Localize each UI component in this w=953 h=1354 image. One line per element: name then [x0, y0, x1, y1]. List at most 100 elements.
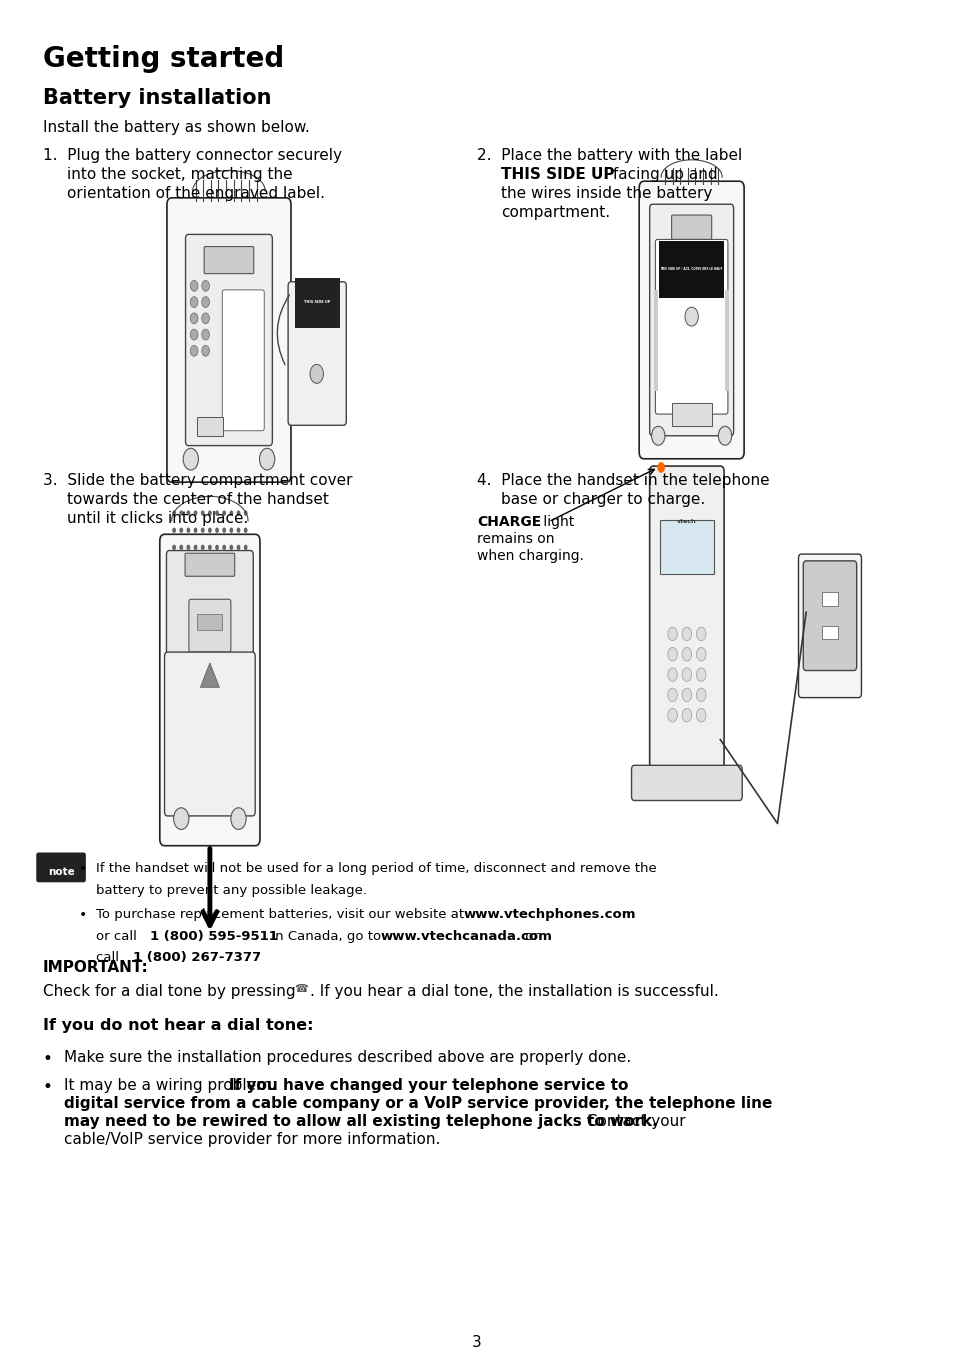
Circle shape: [222, 544, 226, 550]
Circle shape: [696, 627, 705, 640]
Circle shape: [179, 544, 183, 550]
Text: orientation of the engraved label.: orientation of the engraved label.: [67, 185, 324, 200]
Circle shape: [190, 329, 197, 340]
Circle shape: [681, 647, 691, 661]
FancyBboxPatch shape: [798, 554, 861, 697]
Text: www.vtechphones.com: www.vtechphones.com: [463, 909, 636, 921]
Circle shape: [193, 544, 197, 550]
Circle shape: [310, 364, 323, 383]
Circle shape: [208, 562, 212, 567]
Text: cable/VoIP service provider for more information.: cable/VoIP service provider for more inf…: [64, 1132, 440, 1147]
Circle shape: [193, 528, 197, 533]
Circle shape: [201, 297, 210, 307]
Circle shape: [200, 544, 204, 550]
FancyBboxPatch shape: [204, 246, 253, 274]
Text: digital service from a cable company or a VoIP service provider, the telephone l: digital service from a cable company or …: [64, 1095, 772, 1112]
Text: www.vtechcanada.com: www.vtechcanada.com: [380, 930, 552, 942]
Text: base or charger to charge.: base or charger to charge.: [500, 492, 704, 506]
Text: call: call: [96, 952, 124, 964]
FancyBboxPatch shape: [294, 278, 339, 328]
FancyBboxPatch shape: [222, 290, 264, 431]
Circle shape: [681, 688, 691, 701]
Circle shape: [696, 708, 705, 722]
Circle shape: [236, 528, 240, 533]
FancyBboxPatch shape: [639, 181, 743, 459]
Circle shape: [684, 307, 698, 326]
Bar: [821, 592, 837, 605]
Circle shape: [187, 562, 190, 567]
Circle shape: [215, 544, 218, 550]
Text: THIS SIDE UP: THIS SIDE UP: [500, 167, 614, 181]
FancyBboxPatch shape: [185, 554, 234, 577]
Circle shape: [201, 329, 210, 340]
Circle shape: [215, 562, 218, 567]
Text: Check for a dial tone by pressing: Check for a dial tone by pressing: [43, 984, 295, 999]
Text: Contact your: Contact your: [581, 1114, 685, 1129]
FancyBboxPatch shape: [159, 535, 259, 846]
Circle shape: [201, 280, 210, 291]
Circle shape: [229, 544, 233, 550]
FancyBboxPatch shape: [671, 403, 711, 427]
Text: facing up and: facing up and: [607, 167, 717, 181]
Text: •: •: [79, 862, 88, 876]
FancyBboxPatch shape: [671, 215, 711, 240]
Circle shape: [229, 528, 233, 533]
Circle shape: [229, 510, 233, 516]
Text: vtech: vtech: [677, 519, 696, 524]
Circle shape: [179, 528, 183, 533]
Text: CHARGE: CHARGE: [476, 515, 540, 529]
Circle shape: [244, 510, 248, 516]
Text: the wires inside the battery: the wires inside the battery: [500, 185, 712, 200]
FancyBboxPatch shape: [189, 600, 231, 653]
Circle shape: [208, 510, 212, 516]
Circle shape: [696, 668, 705, 681]
Circle shape: [200, 528, 204, 533]
FancyBboxPatch shape: [631, 765, 741, 800]
Circle shape: [259, 448, 274, 470]
FancyBboxPatch shape: [654, 290, 658, 391]
Text: It may be a wiring problem.: It may be a wiring problem.: [64, 1078, 280, 1093]
Text: Battery installation: Battery installation: [43, 88, 272, 108]
FancyBboxPatch shape: [166, 551, 253, 668]
Text: If you do not hear a dial tone:: If you do not hear a dial tone:: [43, 1018, 314, 1033]
Text: 1 (800) 595-9511: 1 (800) 595-9511: [150, 930, 277, 942]
Circle shape: [190, 345, 197, 356]
Circle shape: [179, 510, 183, 516]
Circle shape: [222, 510, 226, 516]
Text: until it clicks into place.: until it clicks into place.: [67, 510, 248, 525]
Circle shape: [222, 562, 226, 567]
Circle shape: [681, 668, 691, 681]
Text: •: •: [43, 1078, 52, 1095]
Text: may need to be rewired to allow all existing telephone jacks to work.: may need to be rewired to allow all exis…: [64, 1114, 657, 1129]
Polygon shape: [200, 663, 219, 688]
FancyBboxPatch shape: [196, 417, 222, 436]
Circle shape: [215, 510, 218, 516]
FancyBboxPatch shape: [185, 234, 273, 445]
Circle shape: [190, 280, 197, 291]
Circle shape: [667, 688, 677, 701]
FancyBboxPatch shape: [659, 520, 713, 574]
Circle shape: [667, 627, 677, 640]
Circle shape: [201, 313, 210, 324]
Circle shape: [667, 647, 677, 661]
Text: 3.  Slide the battery compartment cover: 3. Slide the battery compartment cover: [43, 473, 352, 487]
Text: •: •: [43, 1049, 52, 1068]
Circle shape: [244, 528, 248, 533]
Text: If the handset will not be used for a long period of time, disconnect and remove: If the handset will not be used for a lo…: [96, 862, 657, 875]
Circle shape: [236, 544, 240, 550]
FancyBboxPatch shape: [649, 204, 733, 436]
Text: . In Canada, go to: . In Canada, go to: [263, 930, 385, 942]
Circle shape: [187, 528, 190, 533]
Text: when charging.: when charging.: [476, 548, 583, 563]
Bar: [821, 626, 837, 639]
Text: THIS SIDE UP / ACE, COTEV ERS LE HAUT: THIS SIDE UP / ACE, COTEV ERS LE HAUT: [659, 267, 722, 271]
Text: 4.  Place the handset in the telephone: 4. Place the handset in the telephone: [476, 473, 769, 487]
FancyBboxPatch shape: [164, 653, 254, 816]
Circle shape: [236, 510, 240, 516]
Circle shape: [667, 668, 677, 681]
Text: 3: 3: [472, 1335, 481, 1350]
Text: ☎: ☎: [294, 984, 308, 994]
Text: remains on: remains on: [476, 532, 554, 546]
Circle shape: [173, 808, 189, 830]
Text: .: .: [244, 952, 248, 964]
